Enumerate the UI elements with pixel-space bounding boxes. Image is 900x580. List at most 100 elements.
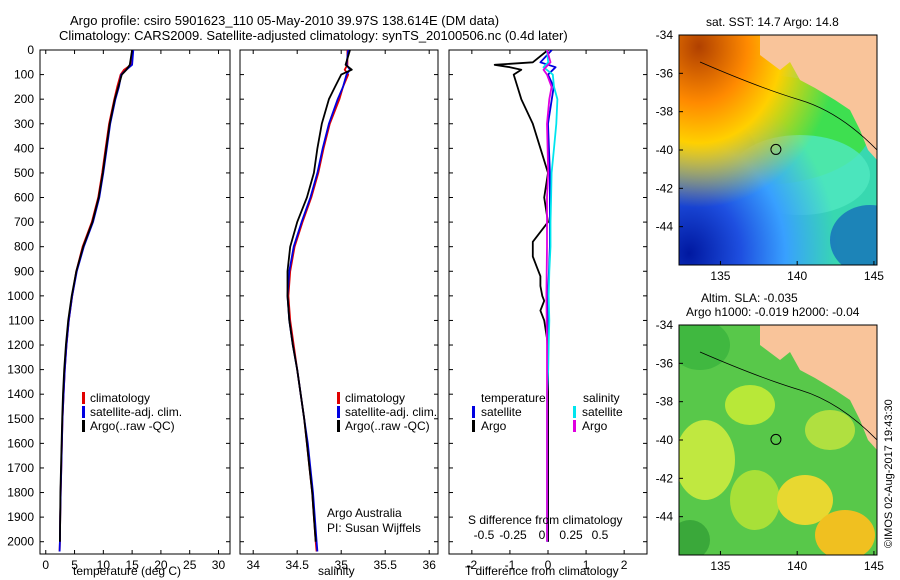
x-tick-label: 30 <box>212 558 226 572</box>
sla-map-title2: Argo h1000: -0.019 h2000: -0.04 <box>686 305 860 319</box>
figure-title-line1: Argo profile: csiro 5901623_110 05-May-2… <box>70 13 500 28</box>
legend-swatch-s-argo <box>573 420 576 432</box>
difference-xlabel: T difference from climatology <box>465 564 619 578</box>
x-tick-label: 145 <box>864 559 884 573</box>
salinity-legend: climatology satellite-adj. clim. Argo(..… <box>337 391 437 433</box>
x-tick-label: 10 <box>97 558 111 572</box>
shelf-contour <box>699 351 877 441</box>
y-tick-label: 1200 <box>7 338 34 352</box>
salinity-series <box>286 50 353 552</box>
y-tick-label: -42 <box>656 181 674 195</box>
x-tick-label: 135 <box>710 269 730 283</box>
difference-panel: -2 -1 0 1 2 T difference from climatology S … <box>448 49 648 578</box>
y-tick-label: 1400 <box>7 387 34 401</box>
x-tick-label: 0 <box>545 558 552 572</box>
y-tick-label: 800 <box>14 240 34 254</box>
y-tick-label: -38 <box>656 395 674 409</box>
x-top-tick-label: -0.25 <box>499 528 527 542</box>
x-tick-label: 1 <box>583 558 590 572</box>
series-line <box>542 50 553 542</box>
y-tick-label: -34 <box>656 318 674 332</box>
sla-map-field <box>679 325 877 555</box>
y-tick-label: 600 <box>14 191 34 205</box>
y-tick-label: -44 <box>656 220 674 234</box>
timestamp: ©IMOS 02-Aug-2017 19:43:30 <box>883 399 895 548</box>
y-tick-label: -40 <box>656 433 674 447</box>
legend-label-argo: Argo(..raw -QC) <box>345 419 430 433</box>
series-line <box>59 50 133 542</box>
x-tick-label: 15 <box>125 558 139 572</box>
land-mask <box>760 325 877 450</box>
temperature-legend: climatology satellite-adj. clim. Argo(..… <box>82 391 182 433</box>
x-top-tick-label: -0.5 <box>474 528 495 542</box>
y-tick-label: 100 <box>14 68 34 82</box>
legend-label-t-argo: Argo <box>481 419 507 433</box>
x-tick-label: 35 <box>335 558 349 572</box>
x-tick-label: -2 <box>467 558 478 572</box>
y-tick-label: -42 <box>656 471 674 485</box>
difference-xlabel-top: S difference from climatology <box>468 513 623 527</box>
x-tick-label: 5 <box>71 558 78 572</box>
y-tick-label: 1900 <box>7 510 34 524</box>
y-tick-label: 900 <box>14 264 34 278</box>
y-tick-label: -36 <box>656 66 674 80</box>
figure-title-line2: Climatology: CARS2009. Satellite-adjuste… <box>59 28 568 43</box>
legend-swatch-argo <box>82 420 85 432</box>
x-tick-label: 2 <box>621 558 628 572</box>
x-top-tick-label: 0.5 <box>592 528 609 542</box>
x-tick-label: 25 <box>183 558 197 572</box>
sst-map-axis-ticks: -34 -36 -38 -40 -42 -44 135 140 145 <box>656 28 885 283</box>
series-line <box>286 50 353 542</box>
legend-title-temperature: temperature <box>481 391 546 405</box>
y-tick-label: 300 <box>14 117 34 131</box>
sst-map: sat. SST: 14.7 Argo: 14.8 -34 -36 -38 -40 -4… <box>656 15 885 283</box>
sla-map: Altim. SLA: -0.035 Argo h1000: -0.019 h2… <box>656 291 885 573</box>
shelf-contour <box>699 61 877 151</box>
legend-label-argo: Argo(..raw -QC) <box>90 419 175 433</box>
legend-swatch-satellite <box>337 406 340 418</box>
legend-swatch-argo <box>337 420 340 432</box>
y-tick-label: -44 <box>656 510 674 524</box>
sla-map-axis-ticks: -34 -36 -38 -40 -42 -44 135 140 145 <box>656 318 885 573</box>
y-tick-label: 500 <box>14 166 34 180</box>
x-tick-label: 20 <box>154 558 168 572</box>
legend-swatch-satellite <box>82 406 85 418</box>
legend-label-s-satellite: satellite <box>582 405 623 419</box>
x-tick-label: -1 <box>505 558 516 572</box>
y-tick-label: 1600 <box>7 436 34 450</box>
x-tick-label: 140 <box>787 559 807 573</box>
salinity-xlabel: salinity <box>318 564 355 578</box>
y-tick-label: -38 <box>656 105 674 119</box>
x-tick-label: 135 <box>710 559 730 573</box>
legend-label-climatology: climatology <box>90 391 150 405</box>
legend-label-satellite: satellite-adj. clim. <box>90 405 182 419</box>
land-mask <box>760 35 877 160</box>
x-tick-label: 35.5 <box>374 558 398 572</box>
y-tick-label: 700 <box>14 215 34 229</box>
y-tick-label: 200 <box>14 92 34 106</box>
legend-label-climatology: climatology <box>345 391 405 405</box>
temperature-panel: 0100200300400500600700800900100011001200… <box>7 43 231 578</box>
y-tick-label: 1000 <box>7 289 34 303</box>
y-tick-label: 400 <box>14 141 34 155</box>
temperature-plot-frame <box>39 49 231 555</box>
difference-axis-ticks: -2 -1 0 1 2 <box>449 49 647 572</box>
x-tick-label: 140 <box>787 269 807 283</box>
y-tick-label: 0 <box>27 43 34 57</box>
legend-label-satellite: satellite-adj. clim. <box>345 405 437 419</box>
y-tick-label: 1700 <box>7 461 34 475</box>
x-tick-label: 34.5 <box>286 558 310 572</box>
legend-label-t-satellite: satellite <box>481 405 522 419</box>
difference-legend: temperature salinity satellite Argo sate… <box>472 391 623 433</box>
salinity-plot-frame <box>239 49 439 555</box>
credit-line2: PI: Susan Wijffels <box>327 521 421 535</box>
legend-title-salinity: salinity <box>583 391 620 405</box>
argo-position-marker <box>770 433 782 445</box>
y-tick-label: -40 <box>656 143 674 157</box>
salinity-panel: 34 34.5 35 35.5 36 salinity climatology sate… <box>239 49 439 578</box>
difference-top-tick-labels: -0.5 -0.25 0 0.25 0.5 <box>474 528 609 542</box>
temperature-axis-ticks: 0100200300400500600700800900100011001200… <box>7 43 230 572</box>
x-tick-label: 0 <box>42 558 49 572</box>
legend-swatch-climatology <box>82 392 85 404</box>
